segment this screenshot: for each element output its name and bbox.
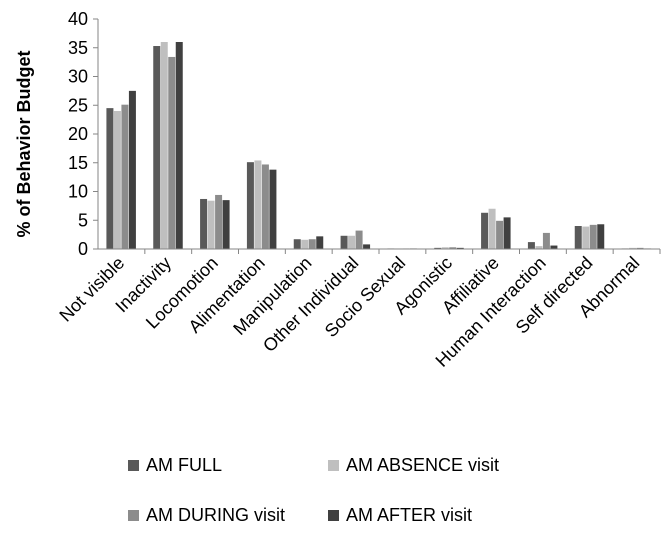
bar (348, 235, 356, 249)
bar (340, 235, 348, 249)
y-tick-label: 0 (78, 239, 88, 259)
bar (550, 245, 558, 249)
bar (128, 90, 136, 249)
bar (160, 42, 168, 249)
bar (503, 217, 511, 249)
bar (200, 198, 208, 249)
plot-area (106, 42, 661, 254)
y-tick-label: 35 (68, 38, 88, 58)
bar (527, 242, 535, 249)
bar (589, 224, 597, 249)
bar (316, 236, 324, 249)
bar (481, 212, 489, 249)
bar (153, 46, 161, 250)
bar (363, 244, 371, 249)
legend-swatch (328, 460, 339, 471)
y-tick-label: 40 (68, 9, 88, 29)
bar (121, 104, 129, 249)
legend-item: AM ABSENCE visit (328, 455, 499, 476)
bar (434, 247, 442, 249)
bar (597, 224, 605, 249)
y-tick-label: 25 (68, 95, 88, 115)
bar (308, 239, 316, 249)
bar (542, 232, 550, 249)
x-category-labels: Not visibleInactivityLocomotionAlimentat… (55, 253, 643, 371)
bar (449, 247, 457, 249)
bar (113, 111, 121, 249)
legend-item: AM FULL (128, 455, 222, 476)
y-tick-label: 15 (68, 153, 88, 173)
bar (269, 169, 277, 249)
bar (629, 247, 637, 249)
y-tick-labels: 0 5 10 15 20 25 30 35 40 (68, 9, 98, 259)
bar (355, 230, 363, 249)
legend-item: AM AFTER visit (328, 505, 472, 526)
bar (293, 239, 301, 249)
bar (261, 164, 269, 249)
bar (488, 208, 496, 249)
bar (496, 220, 504, 249)
legend-swatch (328, 510, 339, 521)
legend-label: AM FULL (146, 455, 223, 475)
bar (215, 194, 223, 249)
legend-swatch (128, 460, 139, 471)
y-axis-title: % of Behavior Budget (14, 50, 34, 237)
y-tick-label: 30 (68, 67, 88, 87)
bar (582, 226, 590, 249)
bar (574, 226, 582, 249)
legend-label: AM AFTER visit (346, 505, 473, 525)
bar (636, 247, 644, 249)
y-tick-label: 10 (68, 182, 88, 202)
bar (246, 162, 254, 249)
y-tick-label: 20 (68, 124, 88, 144)
legend-swatch (128, 510, 139, 521)
bar (106, 108, 114, 249)
legend-item: AM DURING visit (128, 505, 285, 526)
bar (535, 246, 543, 249)
bar (168, 56, 176, 250)
legend-label: AM DURING visit (146, 505, 285, 525)
bar (222, 200, 230, 249)
x-category-label: Not visible (55, 253, 128, 326)
y-tick-label: 5 (78, 210, 88, 230)
bar (207, 200, 215, 249)
bar (175, 42, 183, 249)
bar (456, 247, 464, 249)
legend-label: AM ABSENCE visit (346, 455, 500, 475)
bar (254, 160, 262, 249)
bar (301, 239, 309, 249)
bar (441, 247, 449, 249)
